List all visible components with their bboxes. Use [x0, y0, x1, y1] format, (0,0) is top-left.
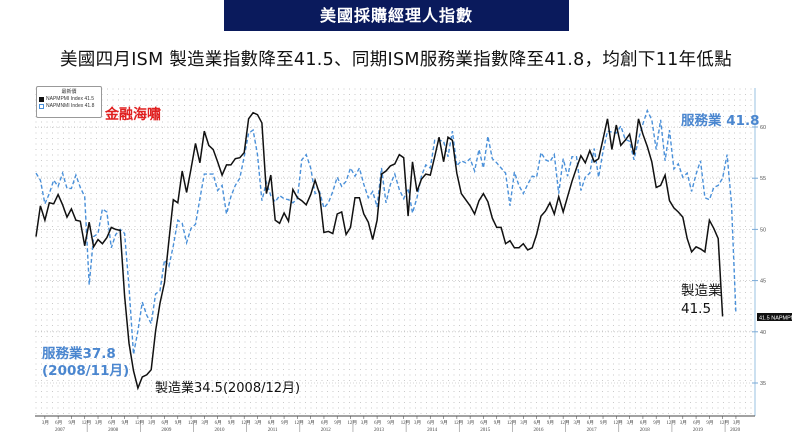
svg-text:6月: 6月: [321, 420, 328, 426]
banner-title: 美國採購經理人指數: [224, 0, 569, 31]
x-axis-ticks: 3月 6月 9月 12月 2007 3月 6月 9月 12月 2008 3月 6月 9月 12月 2009 3…: [42, 416, 741, 433]
svg-text:9月: 9月: [228, 420, 235, 426]
services-latest-annotation: 服務業 41.8: [681, 113, 760, 129]
svg-text:9月: 9月: [122, 420, 129, 426]
svg-text:12月: 12月: [135, 420, 145, 426]
svg-text:41.5 NAPMPMI: 41.5 NAPMPMI: [759, 316, 792, 322]
svg-text:60: 60: [760, 125, 766, 131]
svg-text:12月: 12月: [188, 420, 198, 426]
svg-text:2015: 2015: [480, 428, 491, 433]
svg-text:12月: 12月: [720, 420, 730, 426]
svg-text:2017: 2017: [587, 428, 598, 433]
brand-label: 金融海嘯: [105, 107, 161, 123]
svg-text:3月: 3月: [733, 420, 740, 426]
svg-text:2007: 2007: [55, 428, 66, 433]
svg-text:12月: 12月: [82, 420, 92, 426]
svg-text:2014: 2014: [427, 428, 438, 433]
svg-text:55: 55: [760, 176, 766, 182]
svg-text:6月: 6月: [587, 420, 594, 426]
svg-text:12月: 12月: [666, 420, 676, 426]
svg-text:2016: 2016: [533, 428, 544, 433]
svg-text:2011: 2011: [268, 428, 278, 433]
svg-text:2012: 2012: [321, 428, 332, 433]
svg-text:3月: 3月: [148, 420, 155, 426]
svg-text:9月: 9月: [547, 420, 554, 426]
svg-text:2008: 2008: [108, 428, 119, 433]
svg-text:6月: 6月: [427, 420, 434, 426]
legend-item-manufacturing: NAPMPMI Index 41.5: [39, 96, 99, 102]
svg-text:3月: 3月: [627, 420, 634, 426]
svg-text:3月: 3月: [255, 420, 262, 426]
last-value-tag: 41.5 NAPMPMI: [757, 313, 792, 322]
svg-text:3月: 3月: [680, 420, 687, 426]
svg-text:3月: 3月: [95, 420, 102, 426]
svg-text:2010: 2010: [214, 428, 225, 433]
legend-title: 最新價: [61, 89, 77, 95]
svg-text:3月: 3月: [201, 420, 208, 426]
manufacturing-pmi-line: [35, 111, 724, 391]
svg-text:12月: 12月: [241, 420, 251, 426]
svg-text:3月: 3月: [573, 420, 580, 426]
svg-text:9月: 9月: [334, 420, 341, 426]
svg-text:12月: 12月: [613, 420, 623, 426]
svg-text:6月: 6月: [268, 420, 275, 426]
svg-text:6月: 6月: [534, 420, 541, 426]
svg-text:6月: 6月: [55, 420, 62, 426]
svg-text:9月: 9月: [706, 420, 713, 426]
blue-outline-square-icon: [39, 103, 44, 109]
svg-text:45: 45: [760, 279, 766, 285]
svg-text:9月: 9月: [175, 420, 182, 426]
svg-text:2013: 2013: [374, 428, 385, 433]
svg-text:3月: 3月: [520, 420, 527, 426]
svg-text:9月: 9月: [68, 420, 75, 426]
svg-text:35: 35: [760, 381, 766, 387]
y-axis-ticks: 35 40 45 50 55 60: [752, 125, 766, 387]
svg-text:6月: 6月: [480, 420, 487, 426]
svg-text:9月: 9月: [387, 420, 394, 426]
chart-legend: 最新價 NAPMPMI Index 41.5 NAPMNMI Index 41.…: [36, 86, 102, 118]
svg-text:9月: 9月: [281, 420, 288, 426]
svg-text:9月: 9月: [494, 420, 501, 426]
svg-text:12月: 12月: [401, 420, 411, 426]
services-low-annotation: 服務業37.8 (2008/11月): [42, 346, 130, 379]
black-square-icon: [39, 96, 44, 102]
subtitle: 美國四月ISM 製造業指數降至41.5、同期ISM服務業指數降至41.8，均創下…: [60, 50, 732, 70]
svg-text:2020: 2020: [730, 428, 741, 433]
svg-text:3月: 3月: [467, 420, 474, 426]
svg-text:12月: 12月: [507, 420, 517, 426]
svg-text:6月: 6月: [693, 420, 700, 426]
svg-text:6月: 6月: [374, 420, 381, 426]
svg-text:6月: 6月: [215, 420, 222, 426]
svg-text:12月: 12月: [294, 420, 304, 426]
manufacturing-low-annotation: 製造業34.5(2008/12月): [155, 381, 301, 396]
manufacturing-latest-annotation: 製造業 41.5: [681, 283, 722, 317]
svg-text:6月: 6月: [108, 420, 115, 426]
svg-text:6月: 6月: [640, 420, 647, 426]
svg-text:3月: 3月: [42, 420, 49, 426]
svg-text:2009: 2009: [161, 428, 172, 433]
svg-text:50: 50: [760, 227, 766, 233]
svg-text:3月: 3月: [414, 420, 421, 426]
svg-text:2018: 2018: [640, 428, 651, 433]
svg-text:12月: 12月: [348, 420, 358, 426]
services-pmi-line: [35, 108, 737, 355]
svg-text:6月: 6月: [161, 420, 168, 426]
svg-text:12月: 12月: [560, 420, 570, 426]
svg-text:3月: 3月: [361, 420, 368, 426]
plot-area: [35, 88, 755, 416]
svg-text:9月: 9月: [653, 420, 660, 426]
svg-text:2019: 2019: [693, 428, 704, 433]
svg-text:9月: 9月: [441, 420, 448, 426]
svg-text:40: 40: [760, 330, 766, 336]
svg-text:3月: 3月: [308, 420, 315, 426]
svg-text:9月: 9月: [600, 420, 607, 426]
svg-text:12月: 12月: [454, 420, 464, 426]
legend-item-services: NAPMNMI Index 41.8: [39, 103, 99, 109]
